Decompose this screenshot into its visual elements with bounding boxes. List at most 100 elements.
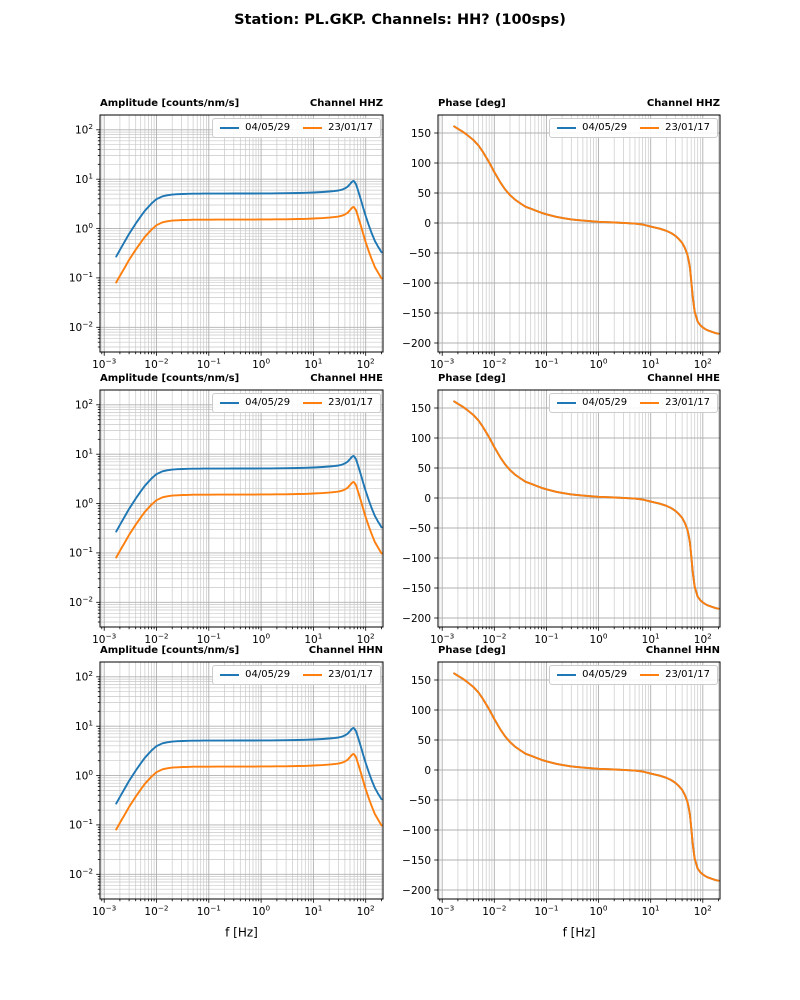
response-curve-04-05-29: [453, 400, 720, 610]
svg-text:50: 50: [418, 188, 431, 200]
svg-text:10−1: 10−1: [69, 545, 93, 560]
legend: 04/05/29 23/01/17: [212, 118, 381, 138]
legend-label: 04/05/29: [582, 669, 628, 680]
svg-text:−200: −200: [402, 885, 431, 897]
legend: 04/05/29 23/01/17: [212, 393, 381, 413]
tick-labels: 10−3 10−2 10−1 100 101 102 150 100 50 0 −50 −100 −15…: [402, 675, 712, 918]
tick-marks: [434, 407, 719, 631]
svg-text:101: 101: [304, 357, 322, 372]
legend-label: 23/01/17: [328, 397, 373, 408]
response-curve-04-05-29: [115, 455, 383, 533]
legend: 04/05/29 23/01/17: [212, 665, 381, 685]
legend-item: 04/05/29: [557, 397, 627, 409]
axes-title-row: Phase [deg] Channel HHN: [438, 645, 720, 656]
axes-title-row: Amplitude [counts/nm/s] Channel HHZ: [100, 98, 383, 109]
minor-gridlines: [100, 662, 383, 899]
svg-text:10−1: 10−1: [197, 357, 221, 372]
svg-text:100: 100: [589, 357, 607, 372]
svg-text:10−2: 10−2: [69, 867, 93, 882]
legend-label: 23/01/17: [665, 122, 710, 133]
tick-labels: 10−3 10−2 10−1 100 101 102 102 101 100 10−1 10−2: [69, 397, 375, 646]
legend-line-swatch: [557, 401, 577, 405]
phase-curves-hhn: [453, 672, 720, 882]
svg-text:102: 102: [357, 632, 375, 647]
major-gridlines: [100, 662, 383, 899]
svg-text:10−3: 10−3: [92, 357, 116, 372]
legend-line-swatch: [220, 126, 240, 130]
tick-marks: [96, 129, 382, 356]
legend-line-swatch: [557, 126, 577, 130]
axes-title-left: Amplitude [counts/nm/s]: [100, 373, 240, 384]
legend-item: 23/01/17: [303, 397, 373, 409]
axes-frame: [437, 661, 721, 900]
svg-text:10−2: 10−2: [482, 632, 506, 647]
amplitude-curves-hhn: [115, 727, 383, 831]
minor-gridlines: [439, 115, 719, 352]
svg-text:−50: −50: [409, 523, 431, 535]
axes-title-right: Channel HHZ: [309, 98, 383, 109]
axes-title-row: Amplitude [counts/nm/s] Channel HHE: [100, 373, 383, 384]
major-gridlines: [438, 390, 720, 627]
svg-text:−200: −200: [402, 338, 431, 350]
legend-item: 04/05/29: [220, 122, 290, 134]
x-axis-label: f [Hz]: [563, 926, 596, 940]
svg-text:101: 101: [304, 632, 322, 647]
legend-label: 04/05/29: [582, 122, 628, 133]
axes-title-row: Phase [deg] Channel HHE: [438, 373, 720, 384]
svg-text:−50: −50: [409, 248, 431, 260]
svg-text:100: 100: [252, 632, 270, 647]
axes-title-right: Channel HHN: [308, 645, 383, 656]
svg-text:10−3: 10−3: [92, 904, 116, 919]
axes-title-left: Amplitude [counts/nm/s]: [100, 645, 240, 656]
svg-text:101: 101: [75, 171, 93, 186]
legend-label: 23/01/17: [665, 669, 710, 680]
response-curve-04-05-29: [115, 180, 383, 258]
svg-text:−100: −100: [402, 278, 431, 290]
svg-text:101: 101: [642, 632, 660, 647]
legend-label: 04/05/29: [245, 669, 291, 680]
legend-line-swatch: [303, 126, 323, 130]
response-curve-23-01-17: [453, 400, 720, 610]
legend-item: 04/05/29: [557, 669, 627, 681]
legend-label: 23/01/17: [665, 397, 710, 408]
svg-text:−150: −150: [402, 583, 431, 595]
svg-text:100: 100: [589, 632, 607, 647]
svg-text:150: 150: [411, 675, 431, 687]
svg-text:100: 100: [75, 221, 93, 236]
axes-frame: [437, 114, 721, 353]
axes-title-row: Amplitude [counts/nm/s] Channel HHN: [100, 645, 383, 656]
legend-label: 23/01/17: [328, 669, 373, 680]
tick-marks: [434, 132, 719, 356]
axes-title-right: Channel HHZ: [646, 98, 720, 109]
svg-text:10−1: 10−1: [69, 270, 93, 285]
svg-text:101: 101: [642, 357, 660, 372]
subplot-hhe-amplitude: 10−3 10−2 10−1 100 101 102 102 101 100 10−1 10−2 A…: [69, 373, 384, 646]
subplot-hhz-amplitude: 10−3 10−2 10−1 100 101 102 102 101 100 10−1 10−2 A…: [69, 98, 384, 371]
svg-text:101: 101: [75, 718, 93, 733]
svg-text:10−1: 10−1: [197, 904, 221, 919]
axes-title-right: Channel HHN: [645, 645, 720, 656]
legend-line-swatch: [220, 401, 240, 405]
major-gridlines: [438, 115, 720, 352]
svg-text:101: 101: [304, 904, 322, 919]
subplot-hhn-phase: 10−3 10−2 10−1 100 101 102 150 100 50 0 −50 −100 −15…: [402, 645, 721, 940]
response-curve-04-05-29: [115, 727, 383, 805]
tick-labels: 10−3 10−2 10−1 100 101 102 150 100 50 0 −50 −100 −15…: [402, 128, 712, 371]
svg-text:10−3: 10−3: [430, 632, 454, 647]
tick-marks: [96, 404, 382, 631]
svg-text:10−2: 10−2: [69, 320, 93, 335]
svg-text:0: 0: [424, 493, 431, 505]
legend-label: 04/05/29: [582, 397, 628, 408]
legend-item: 23/01/17: [303, 669, 373, 681]
svg-text:10−1: 10−1: [197, 632, 221, 647]
axes-frame: [99, 389, 384, 628]
x-axis-label: f [Hz]: [225, 926, 258, 940]
axes-frame: [99, 114, 384, 353]
legend-line-swatch: [303, 673, 323, 677]
major-gridlines: [100, 115, 383, 352]
svg-text:100: 100: [411, 433, 431, 445]
svg-text:10−2: 10−2: [482, 904, 506, 919]
svg-text:−50: −50: [409, 795, 431, 807]
svg-text:101: 101: [642, 904, 660, 919]
svg-text:102: 102: [75, 397, 93, 412]
